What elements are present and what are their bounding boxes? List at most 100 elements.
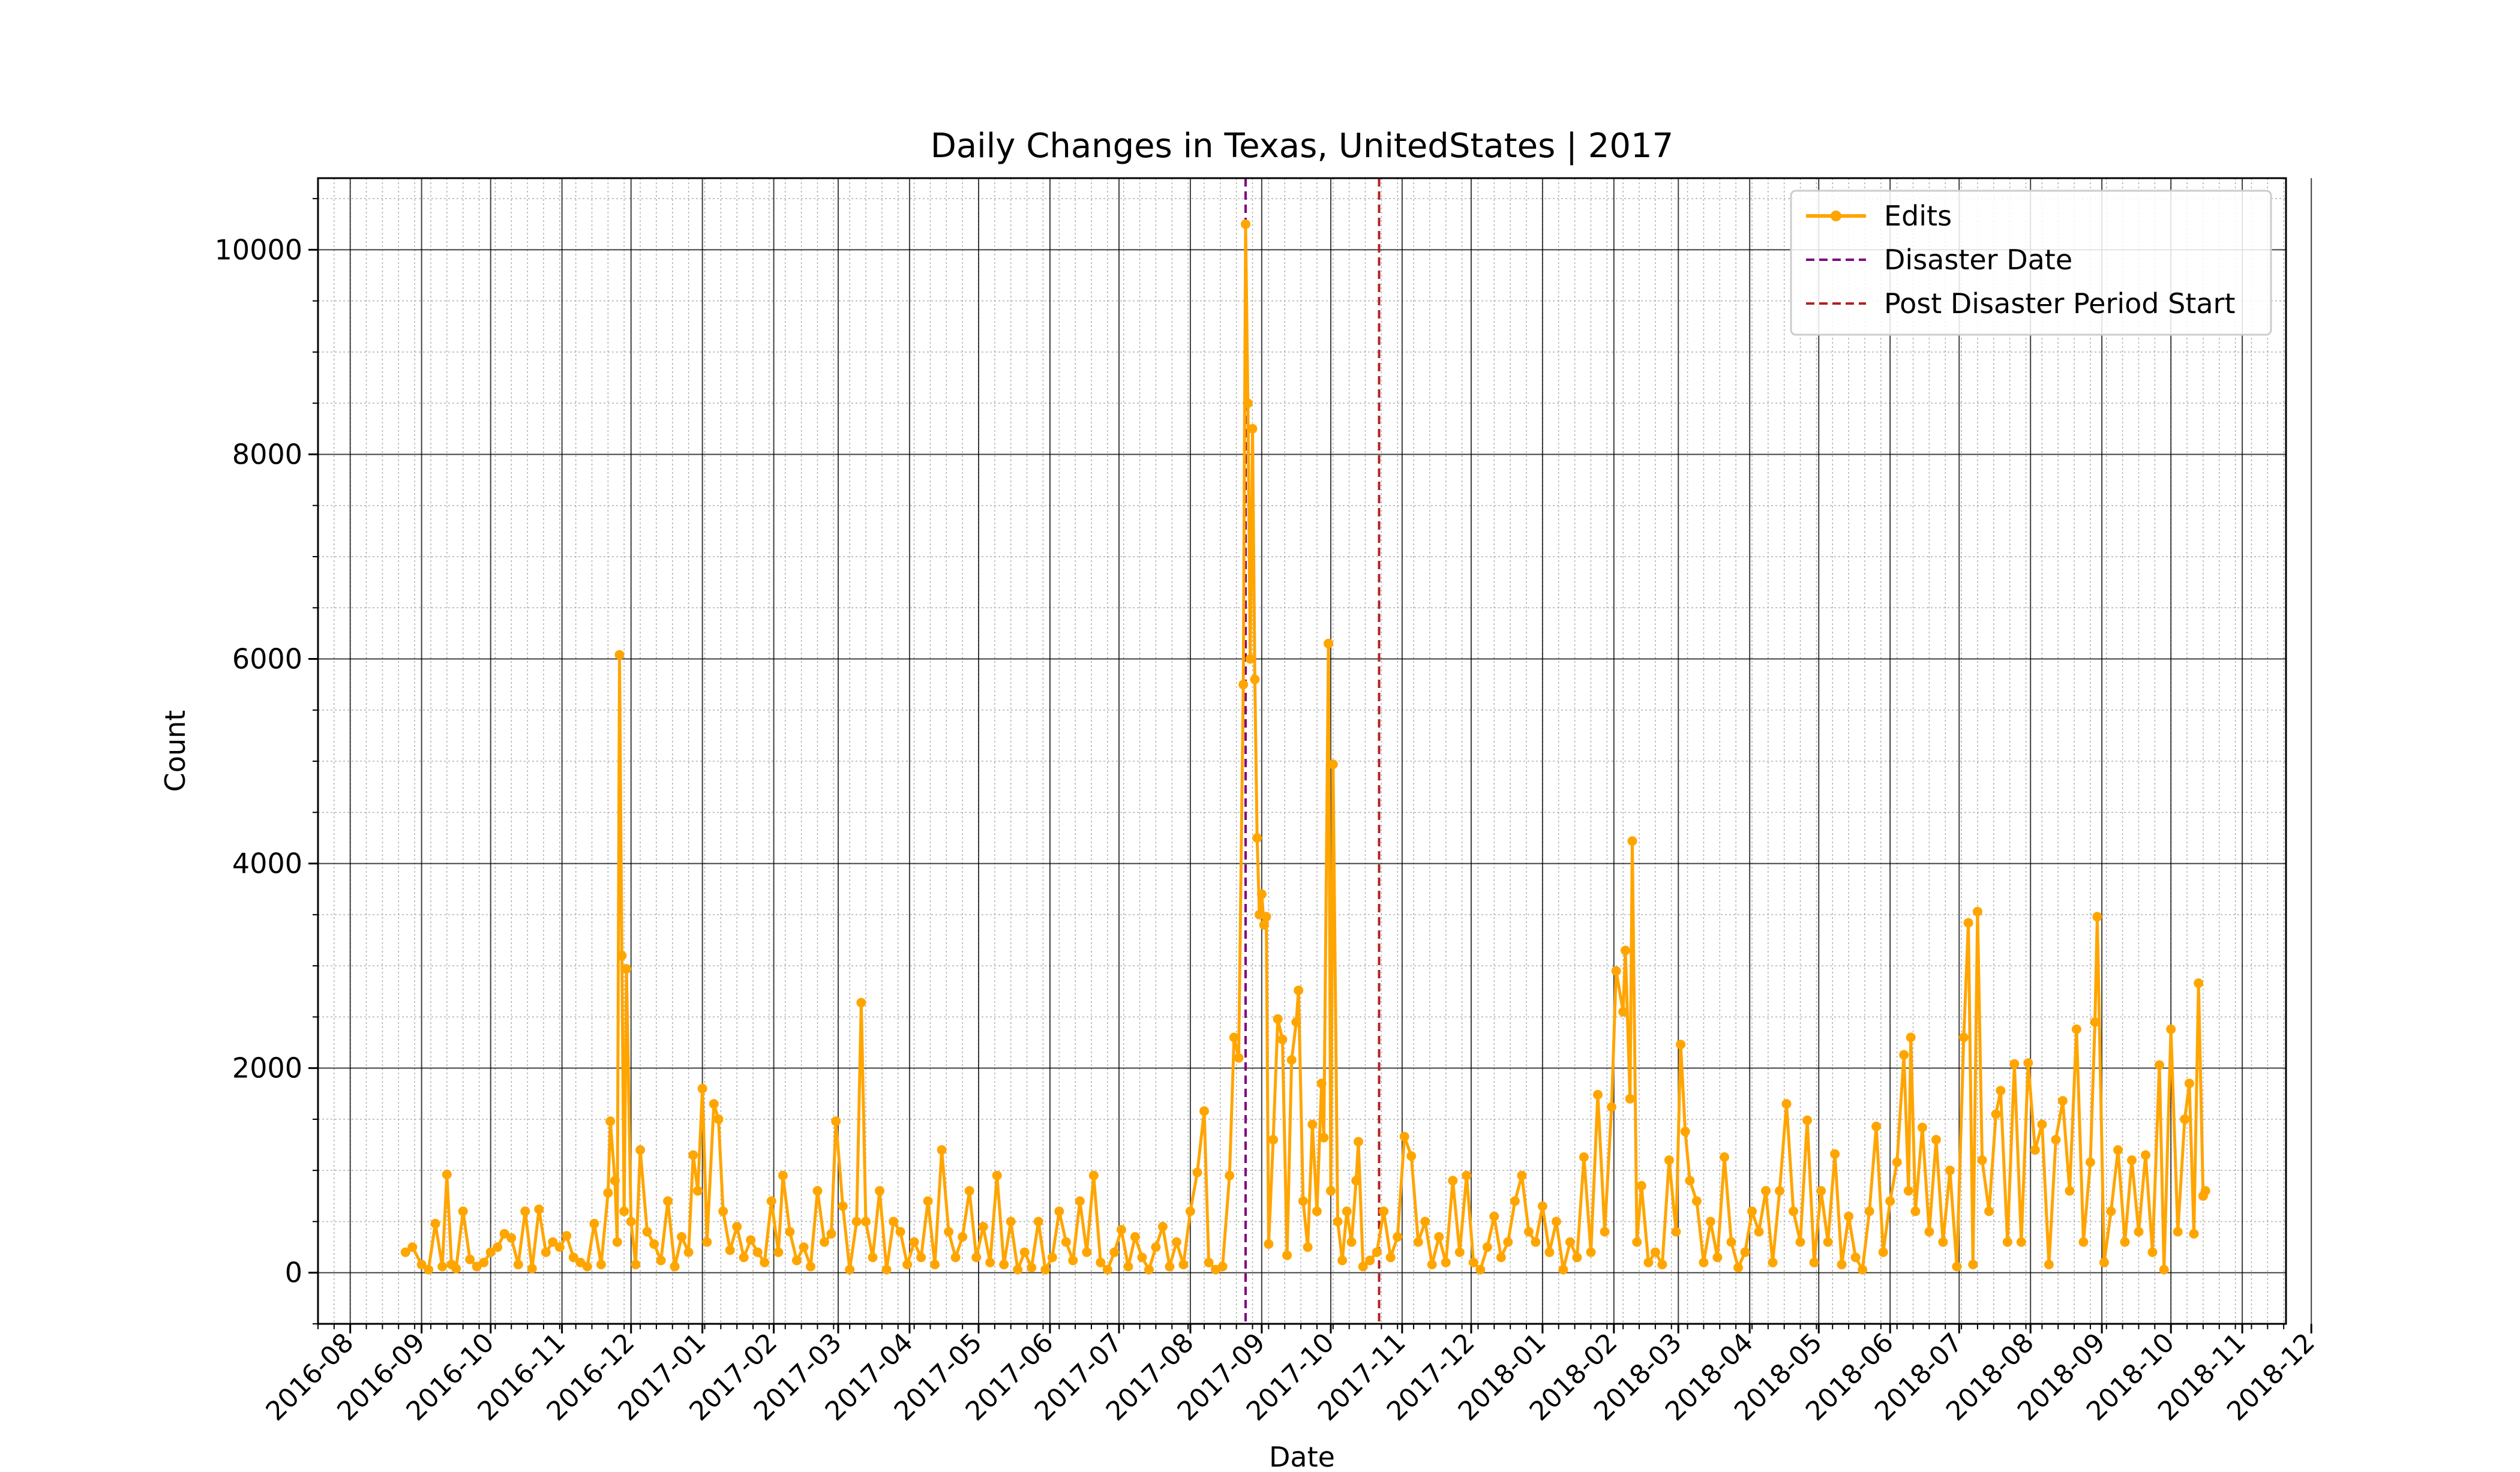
edits-data-point — [400, 1247, 410, 1257]
legend-marker-edits — [1831, 211, 1841, 221]
edits-data-point — [1192, 1167, 1202, 1177]
edits-data-point — [1720, 1152, 1729, 1162]
edits-data-point — [493, 1242, 503, 1252]
edits-data-point — [725, 1245, 735, 1255]
edits-data-point — [1754, 1227, 1764, 1237]
edits-data-point — [562, 1231, 572, 1241]
edits-data-point — [1984, 1206, 1994, 1216]
edits-data-point — [1252, 833, 1262, 843]
edits-data-point — [642, 1227, 652, 1237]
edits-data-point — [1691, 1196, 1702, 1206]
edits-data-point — [479, 1257, 489, 1267]
edits-data-point — [785, 1227, 795, 1237]
edits-data-point — [1259, 920, 1269, 930]
edits-data-point — [1165, 1261, 1175, 1272]
edits-data-point — [1273, 1014, 1283, 1024]
edits-data-point — [1123, 1261, 1133, 1272]
edits-data-point — [1171, 1237, 1181, 1247]
edits-data-point — [1712, 1252, 1723, 1263]
edits-data-point — [1871, 1121, 1882, 1131]
edits-data-point — [1837, 1260, 1847, 1270]
edits-data-point — [1775, 1186, 1784, 1196]
edits-data-point — [1033, 1216, 1043, 1227]
edits-data-point — [1040, 1264, 1051, 1275]
edits-data-point — [1816, 1186, 1826, 1196]
edits-data-point — [1027, 1263, 1037, 1273]
edits-data-point — [971, 1252, 982, 1263]
edits-data-point — [930, 1260, 940, 1270]
edits-data-point — [1671, 1227, 1681, 1237]
edits-data-point — [1517, 1170, 1527, 1180]
edits-data-point — [1699, 1257, 1709, 1267]
edits-data-point — [746, 1235, 756, 1245]
legend-label-disaster-date: Disaster Date — [1884, 244, 2072, 276]
edits-data-point — [760, 1257, 770, 1267]
edits-data-point — [999, 1260, 1009, 1270]
edits-data-point — [596, 1260, 606, 1270]
edits-data-point — [575, 1257, 586, 1267]
edits-data-point — [2030, 1145, 2040, 1155]
edits-data-point — [1006, 1216, 1016, 1227]
legend-item-edits: Edits — [1806, 200, 1952, 232]
edits-data-point — [861, 1216, 871, 1227]
edits-data-point — [1802, 1115, 1813, 1125]
edits-data-point — [964, 1186, 974, 1196]
edits-data-point — [732, 1222, 742, 1231]
y-tick-label: 2000 — [232, 1052, 302, 1085]
edits-data-point — [2037, 1119, 2047, 1129]
plot-frame — [317, 177, 2287, 1325]
edits-data-point — [1996, 1086, 2006, 1096]
edits-data-point — [677, 1232, 687, 1242]
edits-data-point — [1510, 1196, 1520, 1206]
edits-data-point — [1247, 423, 1258, 434]
edits-data-point — [1068, 1255, 1078, 1266]
edits-data-point — [838, 1201, 848, 1211]
edits-data-point — [985, 1257, 995, 1267]
edits-data-point — [1611, 966, 1621, 976]
edits-data-point — [2044, 1260, 2054, 1270]
edits-data-point — [2085, 1157, 2095, 1167]
edits-data-point — [2106, 1206, 2116, 1216]
edits-data-point — [978, 1222, 988, 1231]
edits-data-point — [485, 1247, 496, 1257]
y-tick-label: 6000 — [232, 643, 302, 675]
edits-data-point — [1333, 1216, 1343, 1227]
edits-data-point — [2057, 1096, 2068, 1106]
edits-data-point — [902, 1260, 913, 1270]
edits-data-point — [1761, 1186, 1771, 1196]
edits-data-point — [923, 1196, 933, 1206]
edits-data-point — [958, 1232, 968, 1242]
edits-data-point — [2120, 1237, 2130, 1247]
edits-data-point — [1324, 638, 1334, 648]
edits-data-point — [1217, 1261, 1228, 1272]
edits-data-point — [1019, 1247, 1030, 1257]
edits-data-point — [2090, 1017, 2100, 1027]
edits-data-point — [1565, 1237, 1575, 1247]
edits-data-point — [950, 1252, 961, 1263]
edits-data-point — [1618, 1007, 1628, 1017]
edits-data-point — [1972, 906, 1982, 917]
edits-data-point — [458, 1206, 468, 1216]
edits-data-point — [1850, 1252, 1861, 1263]
edits-data-point — [2016, 1237, 2026, 1247]
edits-data-point — [1726, 1237, 1736, 1247]
edits-data-point — [1572, 1252, 1582, 1263]
edits-data-point — [1061, 1237, 1071, 1247]
edits-data-point — [773, 1247, 784, 1257]
edits-data-point — [670, 1261, 680, 1272]
edits-data-point — [766, 1196, 776, 1206]
legend: Edits Disaster Date Post Disaster Period… — [1790, 190, 2272, 336]
edits-data-point — [1358, 1261, 1368, 1272]
edits-data-point — [635, 1145, 646, 1155]
edits-data-point — [1733, 1263, 1743, 1273]
grid-layer — [317, 178, 2312, 1324]
edits-data-point — [1627, 836, 1637, 846]
edits-data-point — [1406, 1151, 1417, 1161]
edits-data-point — [1199, 1106, 1209, 1116]
edits-data-point — [1643, 1257, 1654, 1267]
edits-data-point — [992, 1170, 1002, 1180]
edits-data-point — [702, 1237, 712, 1247]
edits-data-point — [1307, 1119, 1318, 1129]
edits-data-point — [605, 1116, 616, 1126]
edits-data-point — [1365, 1255, 1375, 1266]
